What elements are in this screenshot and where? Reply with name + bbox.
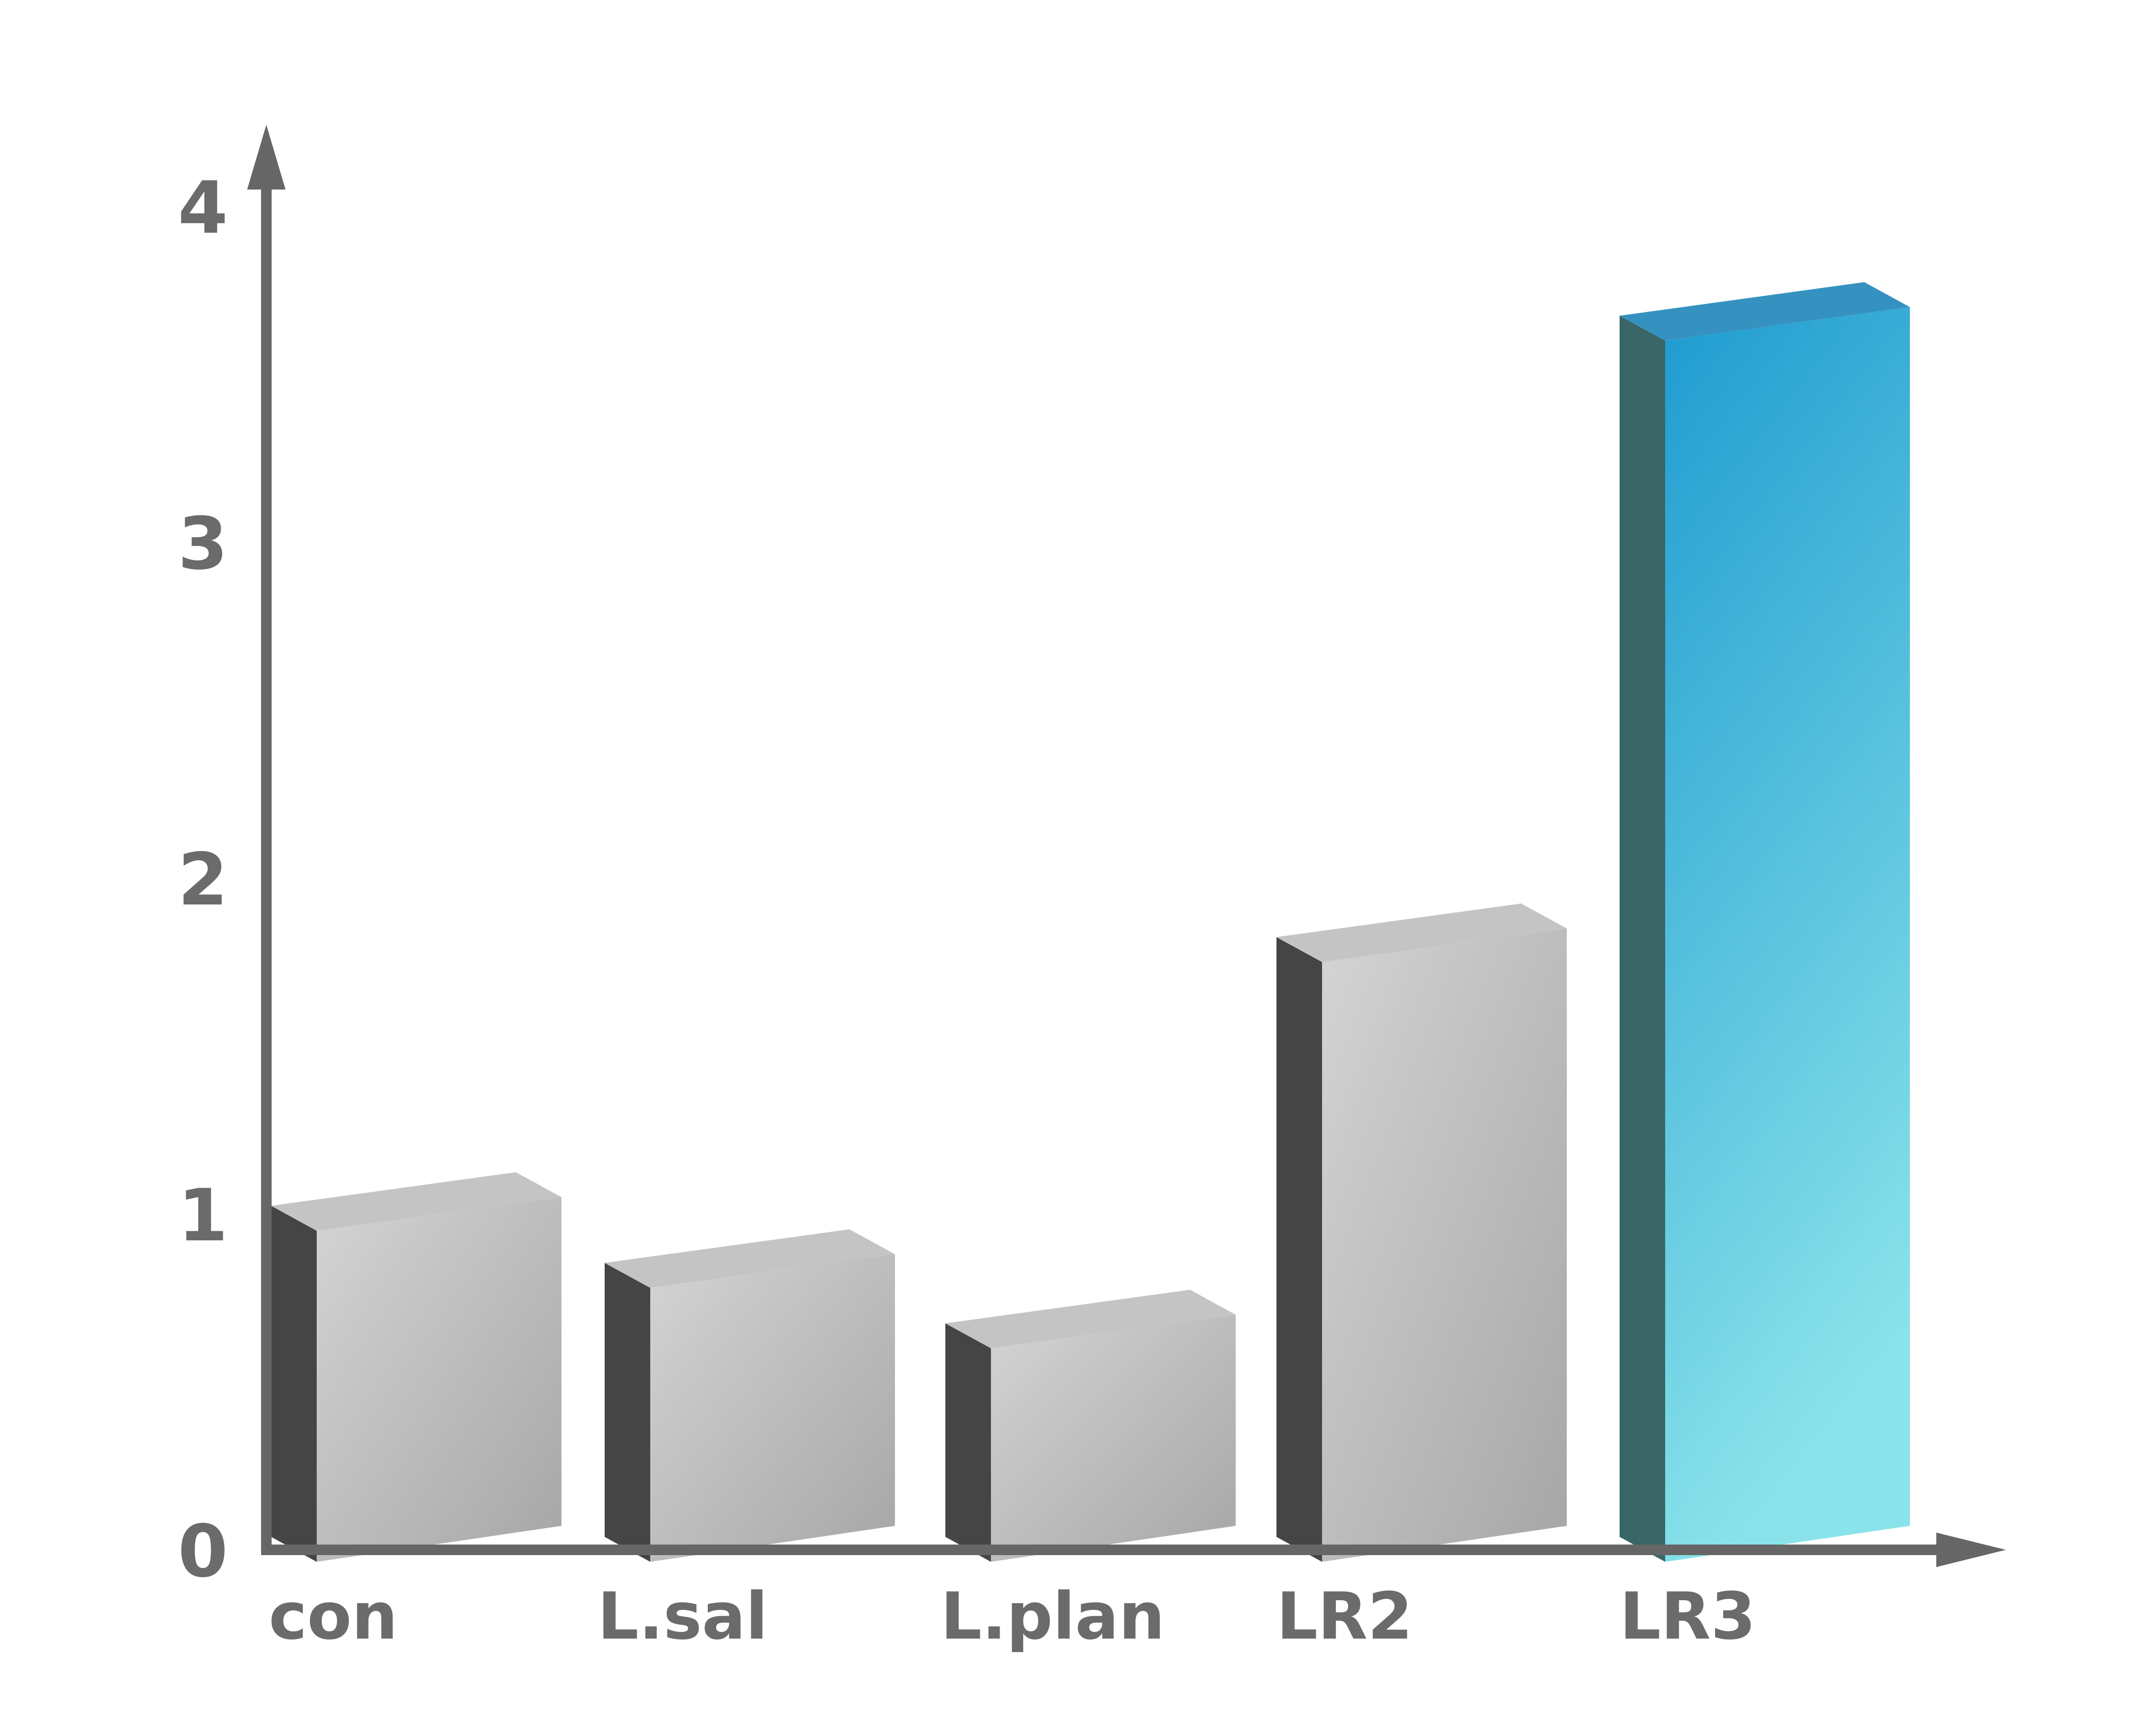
y-tick-label: 4 — [178, 166, 228, 250]
bar-front-face — [991, 1315, 1236, 1562]
bar-front-face — [1322, 928, 1567, 1562]
y-tick-label: 3 — [178, 502, 228, 586]
bar-LR2 — [1276, 904, 1567, 1562]
bar-front-face — [1665, 307, 1910, 1562]
x-axis-arrowhead — [1936, 1533, 2006, 1567]
y-tick-label: 0 — [178, 1510, 228, 1593]
bar-top-face — [1276, 904, 1567, 962]
y-tick-label: 2 — [178, 838, 228, 922]
bar-LR3 — [1620, 282, 1910, 1562]
y-tick-label: 1 — [178, 1174, 228, 1258]
bar-front-face — [317, 1197, 561, 1562]
bar-top-face — [945, 1290, 1236, 1348]
x-category-label: L.plan — [941, 1579, 1165, 1654]
x-category-label: LR3 — [1620, 1579, 1756, 1654]
x-category-label: L.sal — [597, 1579, 768, 1654]
x-category-labels: con L.sal L.plan LR2 LR3 — [269, 1579, 1756, 1654]
bar-side-face — [1620, 316, 1665, 1562]
bar-front-face — [650, 1254, 895, 1562]
x-category-label: LR2 — [1276, 1579, 1413, 1654]
y-axis-arrowhead — [247, 125, 286, 190]
y-tick-labels: 0 1 2 3 4 — [178, 166, 228, 1593]
bar-con — [271, 1172, 561, 1562]
bar-side-face — [605, 1263, 650, 1562]
bar-L.plan — [945, 1290, 1236, 1562]
bar-side-face — [271, 1206, 317, 1562]
x-category-label: con — [269, 1579, 398, 1654]
bar-top-face — [1620, 282, 1910, 341]
bar-side-face — [1276, 937, 1322, 1562]
bar-top-face — [605, 1229, 895, 1288]
axes-group — [247, 125, 2006, 1567]
bars-group — [271, 282, 1910, 1562]
bar-L.sal — [605, 1229, 895, 1562]
bar-side-face — [945, 1323, 991, 1562]
bar-top-face — [271, 1172, 561, 1231]
